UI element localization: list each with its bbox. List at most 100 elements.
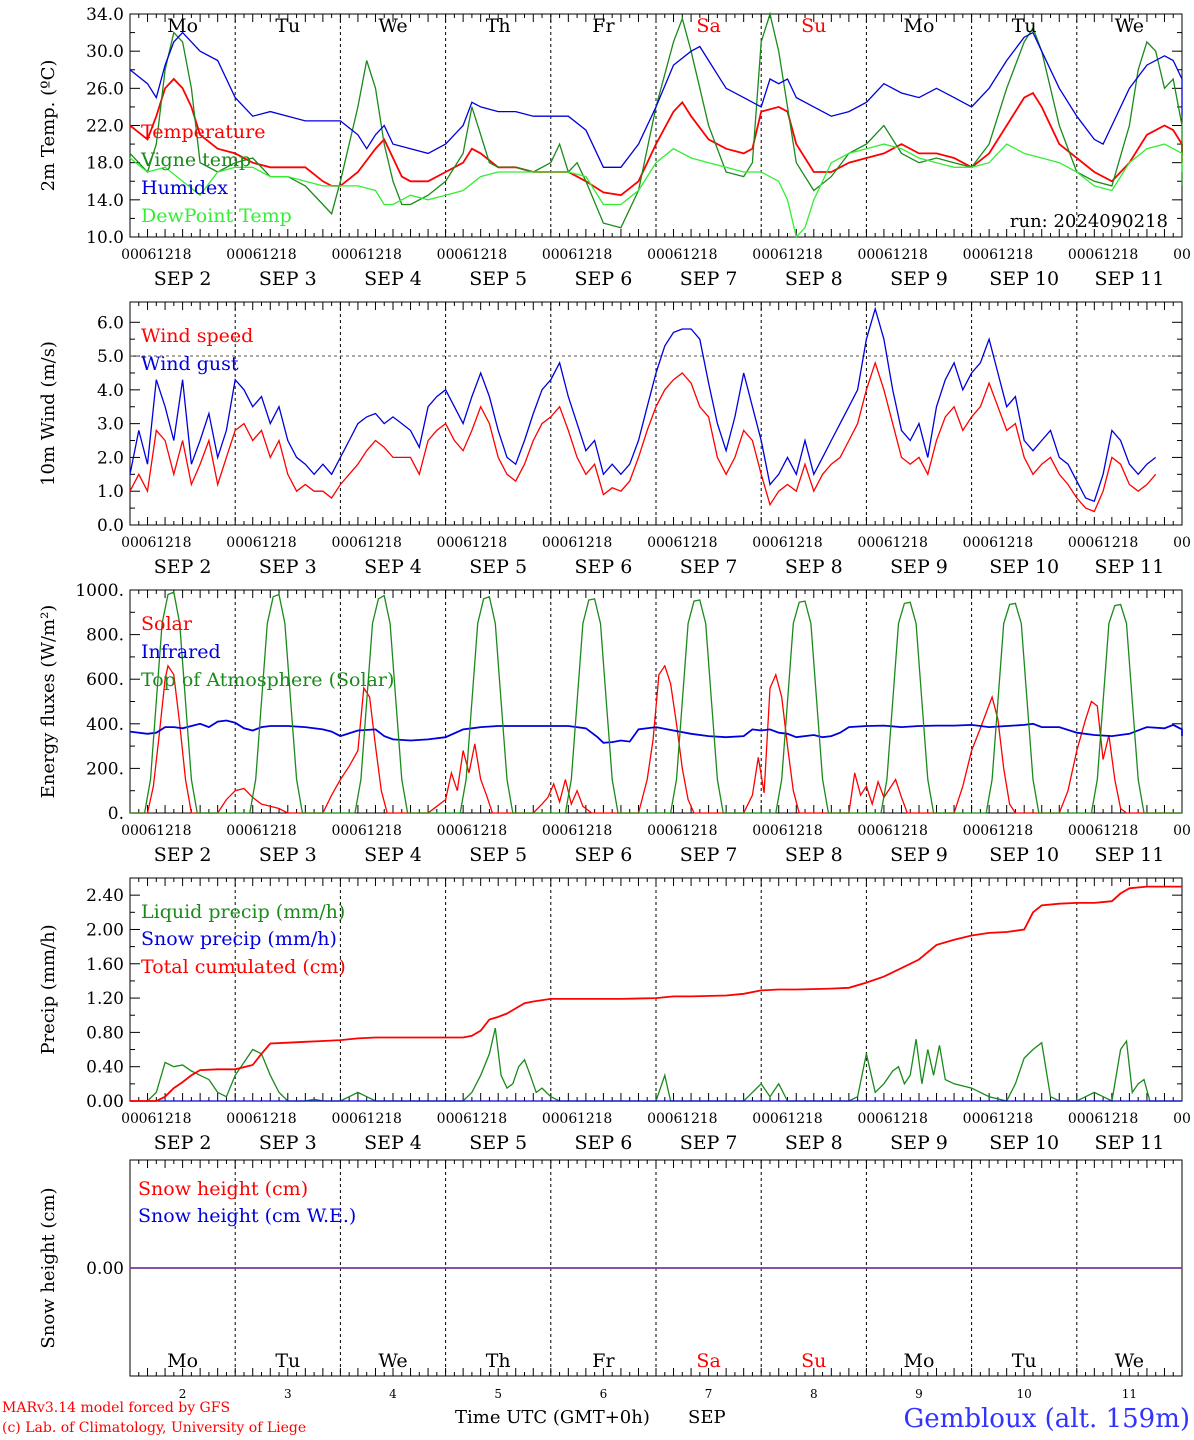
day-number-label: 7 [705, 1387, 713, 1401]
credit-line-1: MARv3.14 model forced by GFS [2, 1400, 230, 1416]
hour-tick-label: 00 [331, 247, 349, 263]
y-tick-label: 2.0 [97, 448, 124, 468]
date-label: SEP 4 [364, 1132, 422, 1154]
hour-tick-label: 06 [875, 823, 893, 839]
hour-tick-label: 00 [226, 247, 244, 263]
hour-tick-label: 06 [1085, 823, 1103, 839]
hour-tick-label: 18 [384, 823, 402, 839]
weekday-label: Su [801, 1350, 826, 1372]
series-line-humidex [129, 31, 1183, 168]
date-label: SEP 2 [154, 268, 212, 290]
hour-tick-label: 12 [893, 247, 911, 263]
y-tick-label: 26.0 [86, 79, 124, 99]
y-tick-label: 14.0 [86, 191, 124, 211]
hour-tick-label: 12 [261, 247, 279, 263]
hour-tick-label: 00 [963, 247, 981, 263]
weekday-label: Tu [1012, 1350, 1037, 1372]
series-line-total-cumulated-cm- [130, 885, 1182, 1102]
hour-tick-label: 12 [893, 535, 911, 551]
hour-tick-label: 12 [367, 535, 385, 551]
panel-3: 0. 200. 400. 600. 800. 1000. Energy fluxes (W/… [38, 581, 1191, 866]
date-label: SEP 10 [989, 268, 1059, 290]
hour-tick-label: 18 [1120, 535, 1138, 551]
hour-tick-label: 18 [910, 823, 928, 839]
date-label: SEP 9 [890, 844, 948, 866]
weekday-label: Tu [275, 15, 300, 37]
date-label: SEP 8 [785, 844, 843, 866]
hour-tick-label: 00 [752, 247, 770, 263]
hour-tick-label: 00 [121, 823, 139, 839]
hour-tick-label: 12 [787, 1111, 805, 1127]
legend-entry: Solar [141, 613, 193, 635]
panel-2: 0.0 1.0 2.0 3.0 4.0 5.0 6.0 10m Wind (m/s) Wind … [38, 301, 1191, 578]
y-tick-label: 22.0 [86, 117, 124, 137]
hour-tick-label: 12 [367, 823, 385, 839]
series-line-top-of-atmosphere-solar- [130, 591, 1182, 814]
hour-tick-label: 18 [489, 247, 507, 263]
hour-tick-label: 12 [998, 1111, 1016, 1127]
day-number-label: 3 [284, 1387, 292, 1401]
hour-tick-label: 18 [910, 535, 928, 551]
day-number-label: 2 [179, 1387, 187, 1401]
hour-tick-label: 12 [261, 535, 279, 551]
y-tick-label: 2.00 [86, 920, 124, 940]
hour-tick-label: 06 [1085, 247, 1103, 263]
date-label: SEP 4 [364, 844, 422, 866]
hour-tick-label: 06 [559, 823, 577, 839]
hour-tick-label: 00 [1068, 1111, 1086, 1127]
series-line-wind-gust [129, 306, 1157, 503]
hour-tick-label: 18 [1015, 247, 1033, 263]
y-tick-label: 1.60 [86, 955, 124, 975]
weekday-label: Su [801, 15, 826, 37]
date-label: SEP 10 [989, 556, 1059, 578]
hour-tick-label: 06 [1085, 1111, 1103, 1127]
hour-tick-label: 06 [244, 823, 262, 839]
series-line-vigne-temp [129, 11, 1183, 229]
legend-entry: Top of Atmosphere (Solar) [141, 669, 394, 691]
hour-tick-label: 00 [857, 1111, 875, 1127]
hour-tick-label: 06 [454, 535, 472, 551]
hour-tick-label: 12 [156, 1111, 174, 1127]
date-label: SEP 8 [785, 556, 843, 578]
hour-tick-label: 00 [1068, 823, 1086, 839]
hour-tick-label: 18 [594, 535, 612, 551]
hour-tick-label: 06 [139, 823, 157, 839]
date-label: SEP 7 [680, 268, 738, 290]
hour-tick-label: 06 [559, 247, 577, 263]
weekday-label: We [378, 1350, 407, 1372]
y-tick-label: 0.00 [86, 1092, 124, 1112]
hour-tick-label: 06 [139, 1111, 157, 1127]
date-label: SEP 8 [785, 1132, 843, 1154]
hour-tick-label: 18 [174, 535, 192, 551]
hour-tick-label: 00 [226, 823, 244, 839]
legend-entry: Wind gust [141, 353, 239, 375]
hour-tick-label: 18 [805, 535, 823, 551]
hour-tick-label: 00 [1173, 1111, 1191, 1127]
panel-5: 0.00 Snow height (cm) Snow height (cm) Snow… [38, 1159, 1183, 1377]
weekday-label: Th [486, 1350, 511, 1372]
hour-tick-label: 06 [139, 247, 157, 263]
y-tick-label: 3.0 [97, 415, 124, 435]
y-tick-label: 0. [108, 804, 124, 824]
hour-tick-label: 06 [770, 1111, 788, 1127]
hour-tick-label: 06 [980, 247, 998, 263]
weekday-label: Mo [904, 15, 935, 37]
hour-tick-label: 18 [1120, 247, 1138, 263]
hour-tick-label: 00 [121, 1111, 139, 1127]
date-label: SEP 9 [890, 556, 948, 578]
hour-tick-label: 18 [384, 535, 402, 551]
panel-1: 10.0 14.0 18.0 22.0 26.0 30.0 34.0 2m Temp. (ºC… [38, 5, 1191, 290]
hour-tick-label: 00 [1173, 535, 1191, 551]
hour-tick-label: 18 [910, 1111, 928, 1127]
hour-tick-label: 00 [437, 247, 455, 263]
hour-tick-label: 00 [1068, 247, 1086, 263]
hour-tick-label: 12 [998, 823, 1016, 839]
hour-tick-label: 18 [1120, 823, 1138, 839]
hour-tick-label: 12 [682, 823, 700, 839]
hour-tick-label: 00 [331, 823, 349, 839]
series-line-wind-speed [129, 360, 1157, 513]
weekday-label: We [1115, 15, 1144, 37]
y-tick-label: 18.0 [86, 154, 124, 174]
hour-tick-label: 06 [875, 1111, 893, 1127]
hour-tick-label: 00 [1173, 247, 1191, 263]
